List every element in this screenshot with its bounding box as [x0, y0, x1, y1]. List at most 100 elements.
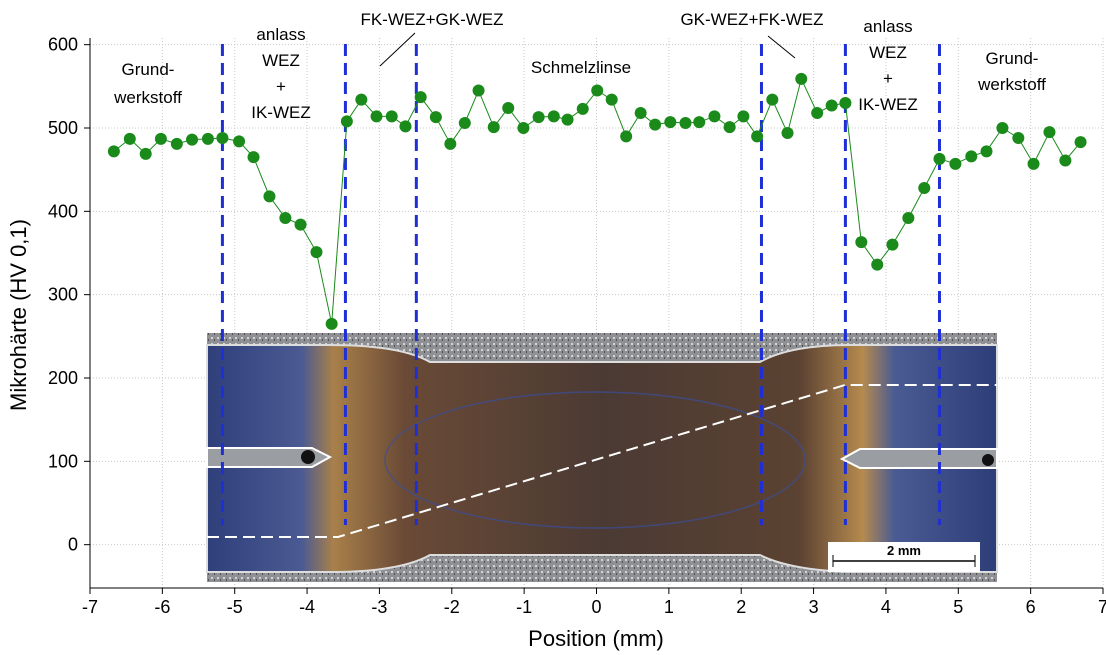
data-point	[871, 258, 884, 271]
x-tick-label: 6	[1026, 597, 1036, 617]
annotation: anlass	[863, 17, 912, 36]
data-point	[444, 137, 457, 150]
data-point	[902, 212, 915, 224]
data-point	[781, 127, 794, 139]
annotation: werkstoff	[113, 88, 182, 107]
annotation: IK-WEZ	[858, 95, 918, 114]
annotation: Schmelzlinse	[531, 58, 631, 77]
data-point	[965, 150, 978, 163]
x-tick-label: -6	[154, 597, 170, 617]
annotation: WEZ	[262, 51, 300, 70]
data-point	[139, 147, 152, 160]
data-point	[933, 152, 946, 165]
data-point	[399, 120, 412, 133]
data-point	[263, 190, 276, 203]
data-point	[487, 121, 500, 134]
data-point	[1059, 154, 1072, 167]
data-point	[1012, 132, 1025, 144]
data-point	[186, 133, 199, 146]
data-point	[385, 110, 398, 123]
data-point	[855, 236, 868, 249]
data-point	[886, 238, 899, 251]
x-tick-label: -7	[82, 597, 98, 617]
data-point	[766, 93, 779, 106]
data-point	[693, 116, 706, 129]
micrograph: 2 mm	[206, 333, 998, 582]
annotation: GK-WEZ+FK-WEZ	[680, 10, 823, 29]
data-point	[547, 110, 560, 123]
data-point	[918, 182, 931, 194]
annotation: +	[883, 69, 893, 88]
annotation: anlass	[256, 25, 305, 44]
data-point	[723, 121, 736, 134]
data-point	[751, 130, 764, 143]
data-point	[310, 246, 323, 259]
y-tick-label: 400	[48, 201, 78, 221]
data-point	[811, 107, 824, 119]
leader-line	[767, 35, 796, 59]
data-point	[517, 122, 530, 134]
data-point	[107, 145, 120, 158]
data-point	[472, 84, 485, 97]
annotation: WEZ	[869, 43, 907, 62]
annotation: Grund-	[122, 60, 175, 79]
data-point	[576, 102, 589, 115]
x-tick-label: -1	[516, 597, 532, 617]
data-point	[949, 157, 962, 170]
data-point	[458, 117, 471, 129]
data-point	[340, 115, 353, 128]
data-point	[996, 122, 1009, 134]
data-point	[795, 72, 808, 85]
annotation: +	[276, 77, 286, 96]
data-point	[605, 93, 618, 106]
x-tick-label: 2	[736, 597, 746, 617]
x-tick-label: 1	[664, 597, 674, 617]
annotation: FK-WEZ+GK-WEZ	[360, 10, 503, 29]
data-point	[279, 212, 292, 224]
data-point	[839, 97, 852, 109]
data-point	[634, 107, 647, 119]
plot-area	[107, 44, 1087, 525]
data-point	[980, 145, 993, 158]
data-point	[664, 116, 677, 129]
data-point	[370, 110, 383, 123]
y-tick-label: 500	[48, 118, 78, 138]
data-point	[429, 111, 442, 124]
data-point	[502, 102, 515, 114]
leader-line	[379, 32, 416, 67]
annotation: IK-WEZ	[251, 103, 311, 122]
x-tick-label: -3	[371, 597, 387, 617]
scale-bar-label: 2 mm	[887, 543, 921, 558]
data-point	[679, 117, 692, 129]
annotation: Grund-	[986, 49, 1039, 68]
y-axis-title: Mikrohärte (HV 0,1)	[6, 219, 31, 411]
data-point	[355, 93, 368, 106]
y-tick-label: 200	[48, 368, 78, 388]
x-axis-title: Position (mm)	[528, 626, 664, 651]
annotation: werkstoff	[977, 75, 1046, 94]
data-point	[325, 317, 338, 330]
data-point	[708, 110, 721, 123]
data-point	[561, 113, 574, 126]
data-point	[532, 111, 545, 124]
data-point	[247, 151, 260, 164]
y-tick-label: 300	[48, 285, 78, 305]
x-tick-label: 5	[953, 597, 963, 617]
data-point	[1074, 136, 1087, 149]
x-tick-label: -2	[444, 597, 460, 617]
x-tick-label: 3	[809, 597, 819, 617]
data-point	[1027, 157, 1040, 170]
data-point	[737, 110, 750, 123]
data-point	[825, 99, 838, 112]
data-point	[201, 132, 214, 145]
x-tick-label: -5	[227, 597, 243, 617]
data-point	[123, 132, 136, 145]
x-tick-label: 7	[1098, 597, 1106, 617]
x-tick-label: 4	[881, 597, 891, 617]
data-point	[1043, 126, 1056, 139]
data-point	[233, 135, 246, 148]
data-point	[591, 84, 604, 97]
data-point	[620, 130, 633, 143]
data-point	[414, 91, 427, 104]
